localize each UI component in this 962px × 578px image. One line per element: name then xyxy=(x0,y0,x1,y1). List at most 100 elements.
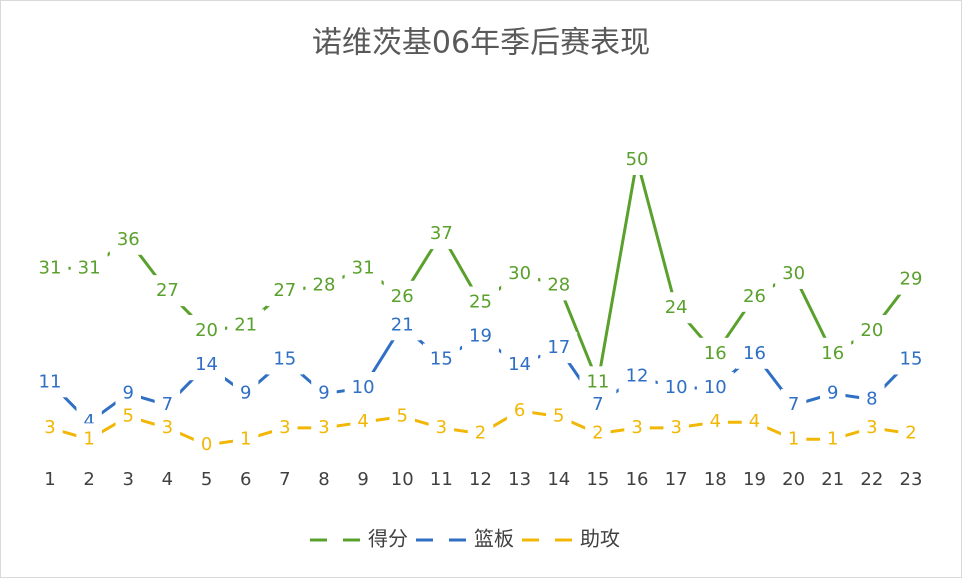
data-label: 30 xyxy=(508,263,531,284)
x-tick-label: 15 xyxy=(586,469,609,490)
data-label: 7 xyxy=(162,394,173,415)
data-label-group: 2 xyxy=(898,417,924,449)
data-label-group: 3 xyxy=(859,411,885,443)
label-background xyxy=(540,332,578,364)
data-label-group: 31 xyxy=(31,252,69,284)
data-label: 15 xyxy=(900,349,923,370)
data-label-group: 8 xyxy=(859,383,885,415)
data-label-group: 5 xyxy=(546,400,572,432)
x-tick-label: 22 xyxy=(860,469,883,490)
x-tick-label: 16 xyxy=(626,469,649,490)
data-label-group: 3 xyxy=(154,411,181,443)
data-label: 4 xyxy=(357,411,368,432)
data-label: 14 xyxy=(195,354,218,375)
label-background xyxy=(344,372,382,403)
label-background xyxy=(585,389,611,421)
label-background xyxy=(618,144,656,175)
data-label-group: 9 xyxy=(232,377,259,409)
label-background xyxy=(311,411,337,443)
x-tick-label: 10 xyxy=(391,469,414,490)
data-label: 26 xyxy=(743,286,766,307)
data-label: 28 xyxy=(547,274,570,295)
data-label-group: 5 xyxy=(389,400,415,432)
data-label: 9 xyxy=(123,383,134,404)
data-label: 20 xyxy=(195,320,218,341)
label-background xyxy=(311,377,337,409)
data-label-group: 15 xyxy=(422,343,460,375)
data-label: 3 xyxy=(670,417,681,438)
data-label: 1 xyxy=(827,428,838,449)
data-label-group: 1 xyxy=(780,423,807,455)
data-label-group: 28 xyxy=(540,269,578,301)
label-background xyxy=(618,360,656,392)
data-label-group: 30 xyxy=(501,258,539,289)
label-background xyxy=(266,343,304,375)
data-label-group: 50 xyxy=(618,144,656,175)
data-label: 2 xyxy=(592,423,603,444)
data-label-group: 20 xyxy=(188,315,225,346)
label-background xyxy=(696,337,734,369)
data-label-group: 3 xyxy=(624,411,650,443)
x-tick-label: 20 xyxy=(782,469,805,490)
data-label-group: 3 xyxy=(428,411,455,443)
data-label-group: 3 xyxy=(311,411,337,443)
legend-label: 篮板 xyxy=(474,527,514,551)
data-label: 3 xyxy=(279,417,290,438)
data-label: 11 xyxy=(39,371,62,392)
data-label-group: 3 xyxy=(663,411,689,443)
label-background xyxy=(428,411,455,443)
data-label: 4 xyxy=(749,411,760,432)
data-label-group: 28 xyxy=(305,269,343,301)
data-label-group: 31 xyxy=(70,252,108,284)
label-background xyxy=(383,280,421,312)
data-label: 10 xyxy=(352,377,375,398)
data-label-group: 4 xyxy=(741,406,768,438)
label-background xyxy=(585,417,611,449)
data-label: 6 xyxy=(514,400,525,421)
data-label: 4 xyxy=(83,411,94,432)
data-label-group: 1 xyxy=(76,423,102,455)
label-background xyxy=(663,411,689,443)
label-background xyxy=(501,258,539,289)
data-label: 36 xyxy=(117,229,140,250)
data-label: 4 xyxy=(710,411,721,432)
data-label-group: 3 xyxy=(37,411,63,443)
label-background xyxy=(820,423,846,455)
data-label-group: 27 xyxy=(266,275,304,307)
label-background xyxy=(467,417,494,449)
data-label: 37 xyxy=(430,223,453,244)
x-tick-label: 14 xyxy=(547,469,570,490)
label-background xyxy=(232,423,259,455)
data-label-group: 31 xyxy=(344,252,382,284)
label-background xyxy=(422,343,460,375)
label-background xyxy=(148,275,186,307)
data-label-group: 37 xyxy=(422,218,460,250)
data-label: 9 xyxy=(827,383,838,404)
label-background xyxy=(109,223,147,255)
data-label-group: 21 xyxy=(227,309,265,341)
data-label-group: 3 xyxy=(272,411,298,443)
data-label-group: 19 xyxy=(462,320,499,352)
data-label-group: 4 xyxy=(350,406,376,438)
label-background xyxy=(657,292,695,324)
label-background xyxy=(540,269,578,301)
x-tick-label: 21 xyxy=(821,469,844,490)
label-background xyxy=(344,252,382,284)
data-label: 3 xyxy=(44,417,55,438)
data-label: 12 xyxy=(626,366,649,387)
data-label: 19 xyxy=(469,326,492,347)
label-background xyxy=(859,411,885,443)
label-background xyxy=(859,383,885,415)
label-background xyxy=(736,280,773,312)
data-label-group: 4 xyxy=(702,406,729,438)
data-label-group: 15 xyxy=(892,343,930,375)
label-background xyxy=(546,400,572,432)
label-background xyxy=(775,258,813,289)
label-background xyxy=(657,372,695,403)
label-background xyxy=(70,252,108,284)
data-label-group: 17 xyxy=(540,332,578,364)
x-tick-label: 17 xyxy=(665,469,688,490)
data-label: 9 xyxy=(318,383,329,404)
label-background xyxy=(389,400,415,432)
label-background xyxy=(624,411,650,443)
